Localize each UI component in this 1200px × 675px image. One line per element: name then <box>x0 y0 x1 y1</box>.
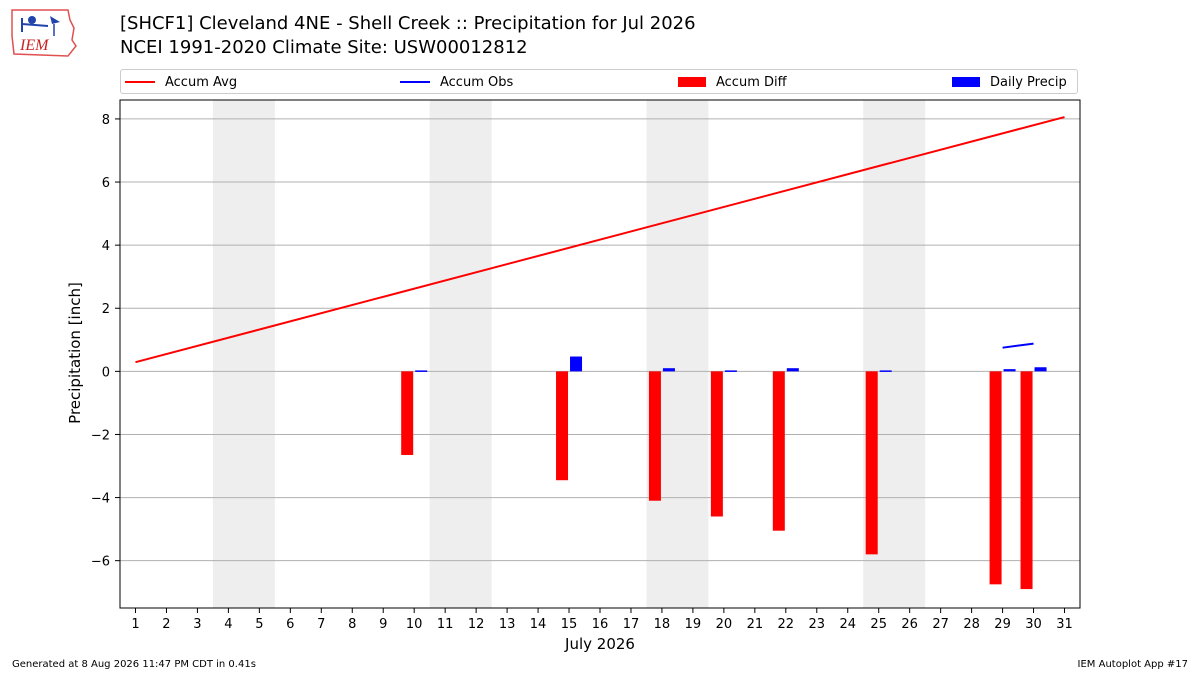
chart-title: [SHCF1] Cleveland 4NE - Shell Creek :: P… <box>120 13 696 34</box>
legend-item-accum-obs: Accum Obs <box>400 73 513 91</box>
generated-timestamp: Generated at 8 Aug 2026 11:47 PM CDT in … <box>12 659 256 670</box>
accum-diff-bar-10 <box>401 371 414 455</box>
legend-swatch-accum-diff <box>678 77 706 87</box>
accum-diff-bar-20 <box>710 371 723 517</box>
legend-swatch-daily-precip <box>952 77 980 87</box>
daily-precip-bar-18 <box>662 368 675 372</box>
x-tick-label-25: 25 <box>870 617 887 632</box>
legend-label-daily-precip: Daily Precip <box>990 74 1067 90</box>
app-label: IEM Autoplot App #17 <box>1077 659 1188 670</box>
weekend-shading-0 <box>212 100 275 608</box>
x-tick-label-13: 13 <box>499 617 516 632</box>
x-tick-label-12: 12 <box>468 617 485 632</box>
x-tick-label-1: 1 <box>131 617 139 632</box>
accum-diff-bar-30 <box>1020 371 1033 590</box>
x-tick-label-3: 3 <box>193 617 201 632</box>
x-tick-label-17: 17 <box>623 617 640 632</box>
accum-obs-line <box>1002 342 1034 349</box>
x-tick-label-18: 18 <box>654 617 671 632</box>
legend-swatch-accum-obs <box>400 81 430 83</box>
x-tick-label-6: 6 <box>286 617 294 632</box>
x-tick-label-5: 5 <box>255 617 263 632</box>
y-tick-label-2: 4 <box>102 239 110 254</box>
x-tick-label-27: 27 <box>932 617 949 632</box>
x-tick-label-20: 20 <box>716 617 733 632</box>
x-tick-label-22: 22 <box>778 617 795 632</box>
daily-precip-bar-10 <box>415 370 428 372</box>
daily-precip-bar-20 <box>724 370 737 372</box>
x-tick-label-29: 29 <box>994 617 1011 632</box>
x-tick-label-24: 24 <box>839 617 856 632</box>
y-tick-label-1: 6 <box>102 176 110 191</box>
x-tick-label-11: 11 <box>437 617 454 632</box>
legend: Accum Avg Accum Obs Accum Diff Daily Pre… <box>120 69 1078 94</box>
x-tick-label-26: 26 <box>901 617 918 632</box>
accum-diff-bar-18 <box>648 371 661 501</box>
daily-precip-bar-22 <box>786 368 799 372</box>
accum-diff-bar-15 <box>556 371 569 481</box>
x-tick-label-15: 15 <box>561 617 578 632</box>
accum-avg-line <box>135 116 1065 364</box>
y-tick-label-7: −6 <box>91 555 110 570</box>
x-tick-label-19: 19 <box>685 617 702 632</box>
x-tick-label-14: 14 <box>530 617 547 632</box>
legend-label-accum-avg: Accum Avg <box>165 74 238 90</box>
y-tick-label-0: 8 <box>102 113 110 128</box>
x-tick-label-31: 31 <box>1056 617 1073 632</box>
daily-precip-bar-30 <box>1034 367 1047 372</box>
x-tick-label-16: 16 <box>592 617 609 632</box>
daily-precip-bar-15 <box>570 356 583 372</box>
accum-diff-bar-29 <box>989 371 1002 585</box>
legend-label-accum-diff: Accum Diff <box>716 74 787 90</box>
x-tick-label-28: 28 <box>963 617 980 632</box>
x-tick-label-7: 7 <box>317 617 325 632</box>
y-tick-label-4: 0 <box>102 365 110 380</box>
y-tick-label-6: −4 <box>91 492 110 507</box>
chart-subtitle: NCEI 1991-2020 Climate Site: USW00012812 <box>120 37 528 58</box>
y-tick-label-5: −2 <box>91 428 110 443</box>
weekend-shading-2 <box>646 100 709 608</box>
legend-item-daily-precip: Daily Precip <box>952 73 1067 91</box>
accum-diff-bar-22 <box>772 371 785 531</box>
x-tick-label-8: 8 <box>348 617 356 632</box>
legend-item-accum-avg: Accum Avg <box>125 73 237 91</box>
x-tick-label-30: 30 <box>1025 617 1042 632</box>
logo-text: IEM <box>19 37 50 54</box>
iem-logo: IEM <box>11 9 77 57</box>
legend-label-accum-obs: Accum Obs <box>440 74 514 90</box>
legend-item-accum-diff: Accum Diff <box>678 73 787 91</box>
x-tick-label-9: 9 <box>379 617 387 632</box>
daily-precip-bar-29 <box>1003 369 1016 372</box>
daily-precip-bar-25 <box>879 370 892 372</box>
x-axis-label: July 2026 <box>565 635 635 653</box>
x-tick-label-4: 4 <box>224 617 232 632</box>
y-axis-label: Precipitation [inch] <box>66 282 84 424</box>
x-tick-label-21: 21 <box>747 617 764 632</box>
y-tick-label-3: 2 <box>102 302 110 317</box>
weekend-shading-1 <box>429 100 492 608</box>
x-tick-label-23: 23 <box>809 617 826 632</box>
accum-diff-bar-25 <box>865 371 878 555</box>
legend-swatch-accum-avg <box>125 81 155 83</box>
x-tick-label-10: 10 <box>406 617 423 632</box>
x-tick-label-2: 2 <box>162 617 170 632</box>
